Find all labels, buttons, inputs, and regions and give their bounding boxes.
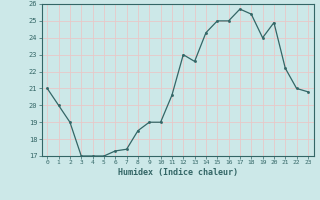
X-axis label: Humidex (Indice chaleur): Humidex (Indice chaleur): [118, 168, 237, 177]
